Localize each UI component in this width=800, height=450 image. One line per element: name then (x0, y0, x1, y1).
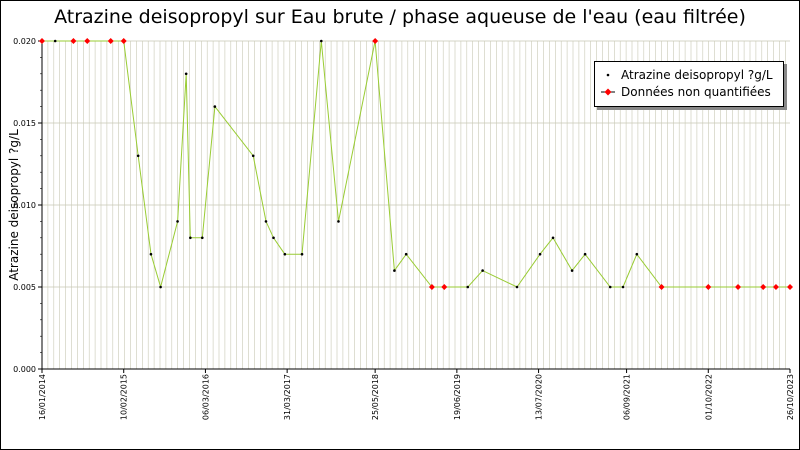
y-tick-label: 0.010 (13, 201, 36, 210)
data-point-unquantified (107, 38, 114, 44)
data-point (393, 269, 396, 272)
data-point (149, 252, 153, 256)
legend-label-unquantified: Données non quantifiées (621, 85, 771, 99)
legend-label-quantified: Atrazine deisopropyl ?g/L (621, 68, 773, 82)
y-tick-label: 0.015 (13, 119, 36, 128)
data-point-unquantified (658, 284, 665, 290)
data-point (159, 285, 162, 289)
data-point-unquantified (787, 284, 793, 290)
data-point (300, 252, 304, 256)
data-point-unquantified (120, 38, 127, 44)
y-tick-labels: 0.000 0.005 0.010 0.015 0.020 (13, 37, 36, 374)
y-tick-label: 0.020 (13, 37, 36, 46)
x-tick-label: 06/09/2021 (623, 374, 632, 420)
x-tick-label: 16/01/2014 (38, 374, 47, 420)
data-point (264, 220, 268, 223)
series-points-group (39, 38, 793, 290)
data-point (608, 285, 612, 289)
chart-title: Atrazine deisopropyl sur Eau brute / pha… (54, 6, 746, 28)
axes (38, 40, 791, 373)
data-point (570, 269, 574, 272)
data-point (635, 252, 639, 256)
y-tick-label: 0.000 (13, 365, 36, 374)
data-point-unquantified (441, 284, 448, 290)
data-point-unquantified (760, 284, 767, 290)
legend: Atrazine deisopropyl ?g/L Données non qu… (594, 61, 784, 107)
data-point-unquantified (39, 38, 45, 44)
x-tick-label: 25/05/2018 (371, 374, 380, 420)
data-point-unquantified (84, 38, 91, 44)
data-point-unquantified (372, 38, 379, 44)
x-tick-labels: 16/01/2014 10/02/2015 06/03/2016 31/03/2017… (38, 374, 795, 420)
data-point-unquantified (428, 284, 435, 290)
data-point-unquantified (772, 284, 779, 290)
data-point (200, 236, 204, 240)
data-point-unquantified (705, 284, 712, 290)
data-point (538, 252, 542, 256)
data-point (283, 252, 287, 256)
data-point (213, 105, 217, 108)
x-tick-label: 26/10/2023 (786, 374, 795, 420)
data-point (404, 252, 408, 256)
legend-item-quantified: Atrazine deisopropyl ?g/L (601, 67, 773, 83)
series-line-group (42, 40, 790, 289)
y-tick-label: 0.005 (13, 283, 36, 292)
data-point-unquantified (735, 284, 742, 290)
data-point (272, 236, 275, 240)
legend-red-diamond-icon (601, 88, 615, 96)
data-point (551, 236, 555, 240)
data-point (136, 154, 140, 158)
x-tick-label: 06/03/2016 (201, 374, 210, 420)
data-point (251, 154, 255, 158)
data-point (515, 285, 519, 289)
data-point (337, 220, 340, 223)
legend-item-unquantified: Données non quantifiées (601, 84, 771, 100)
data-point-unquantified (70, 38, 77, 44)
data-point (481, 269, 484, 272)
data-point (621, 285, 625, 289)
data-point (466, 285, 470, 289)
x-tick-label: 19/06/2019 (453, 374, 462, 420)
data-point (583, 252, 587, 256)
x-tick-label: 01/10/2022 (704, 374, 713, 420)
legend-line-marker-icon (606, 73, 610, 77)
data-point (184, 72, 188, 76)
data-point (189, 236, 192, 240)
data-point (319, 39, 323, 43)
data-point (176, 220, 179, 223)
x-tick-label: 31/03/2017 (283, 374, 292, 420)
x-tick-label: 10/02/2015 (120, 374, 129, 420)
data-point (53, 39, 57, 43)
x-tick-label: 13/07/2020 (535, 374, 544, 420)
series-line (42, 40, 790, 289)
